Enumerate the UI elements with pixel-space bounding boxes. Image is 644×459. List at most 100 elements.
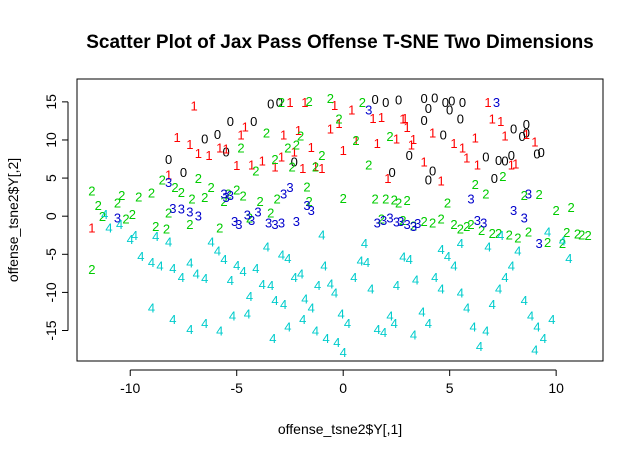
data-point-2: 2 [584, 228, 591, 243]
y-tick-label: -5 [43, 248, 59, 261]
data-point-4: 4 [169, 312, 176, 327]
data-point-1: 1 [259, 154, 266, 169]
data-point-3: 3 [186, 205, 193, 220]
data-point-4: 4 [497, 228, 504, 243]
data-point-4: 4 [431, 270, 438, 285]
data-point-3: 3 [374, 215, 381, 230]
data-point-3: 3 [308, 203, 315, 218]
data-point-0: 0 [429, 163, 436, 178]
data-point-3: 3 [195, 208, 202, 223]
data-point-2: 2 [429, 215, 436, 230]
data-point-4: 4 [201, 316, 208, 331]
data-point-0: 0 [501, 154, 508, 169]
data-point-2: 2 [165, 205, 172, 220]
data-point-0: 0 [276, 95, 283, 110]
data-point-4: 4 [425, 316, 432, 331]
data-point-2: 2 [312, 160, 319, 175]
data-point-3: 3 [280, 186, 287, 201]
data-point-3: 3 [165, 175, 172, 190]
data-point-1: 1 [501, 128, 508, 143]
data-point-2: 2 [135, 189, 142, 204]
data-point-4: 4 [489, 297, 496, 312]
data-point-2: 2 [278, 95, 285, 110]
data-point-3: 3 [271, 217, 278, 232]
data-point-0: 0 [425, 101, 432, 116]
data-point-3: 3 [397, 214, 404, 229]
data-point-2: 2 [201, 190, 208, 205]
data-point-1: 1 [286, 95, 293, 110]
data-point-3: 3 [535, 236, 542, 251]
data-point-2: 2 [148, 186, 155, 201]
data-point-0: 0 [523, 125, 530, 140]
data-point-2: 2 [293, 138, 300, 153]
data-point-4: 4 [156, 259, 163, 274]
data-point-4: 4 [312, 324, 319, 339]
data-point-3: 3 [286, 180, 293, 195]
data-point-1: 1 [348, 102, 355, 117]
data-point-1: 1 [248, 157, 255, 172]
data-point-1: 1 [403, 120, 410, 135]
data-point-2: 2 [306, 94, 313, 109]
data-point-2: 2 [178, 185, 185, 200]
data-point-1: 1 [374, 136, 381, 151]
data-point-2: 2 [335, 112, 342, 127]
data-point-4: 4 [131, 228, 138, 243]
data-point-3: 3 [248, 213, 255, 228]
data-point-0: 0 [442, 95, 449, 110]
data-point-3: 3 [169, 201, 176, 216]
data-point-1: 1 [438, 173, 445, 188]
data-point-4: 4 [418, 304, 425, 319]
data-point-1: 1 [173, 130, 180, 145]
data-point-3: 3 [493, 95, 500, 110]
data-point-4: 4 [252, 261, 259, 276]
data-point-4: 4 [391, 316, 398, 331]
data-point-3: 3 [222, 190, 229, 205]
data-point-0: 0 [291, 154, 298, 169]
data-point-2: 2 [271, 152, 278, 167]
data-point-2: 2 [463, 219, 470, 234]
data-point-1: 1 [237, 128, 244, 143]
data-point-4: 4 [229, 308, 236, 323]
data-point-0: 0 [382, 95, 389, 110]
data-point-0: 0 [510, 122, 517, 137]
data-point-0: 0 [491, 171, 498, 186]
data-point-3: 3 [178, 202, 185, 217]
data-point-4: 4 [340, 345, 347, 360]
data-point-1: 1 [291, 144, 298, 159]
data-point-4: 4 [186, 322, 193, 337]
data-point-1: 1 [472, 131, 479, 146]
data-point-2: 2 [457, 221, 464, 236]
data-point-1: 1 [186, 137, 193, 152]
data-point-1: 1 [242, 119, 249, 134]
data-point-1: 1 [484, 95, 491, 110]
data-point-0: 0 [482, 150, 489, 165]
data-point-2: 2 [450, 217, 457, 232]
data-point-4: 4 [559, 234, 566, 249]
data-point-4: 4 [216, 324, 223, 339]
data-point-2: 2 [403, 193, 410, 208]
data-point-4: 4 [233, 258, 240, 273]
data-point-4: 4 [193, 266, 200, 281]
data-point-0: 0 [518, 129, 525, 144]
data-point-3: 3 [244, 208, 251, 223]
data-point-4: 4 [438, 242, 445, 257]
data-point-2: 2 [237, 141, 244, 156]
data-point-4: 4 [393, 278, 400, 293]
data-point-4: 4 [450, 259, 457, 274]
data-point-1: 1 [278, 150, 285, 165]
data-point-1: 1 [378, 110, 385, 125]
data-point-2: 2 [129, 207, 136, 222]
data-point-2: 2 [535, 187, 542, 202]
data-point-4: 4 [495, 282, 502, 297]
data-point-4: 4 [105, 221, 112, 236]
data-point-4: 4 [484, 240, 491, 255]
data-point-0: 0 [533, 147, 540, 162]
data-point-2: 2 [365, 157, 372, 172]
chart-title: Scatter Plot of Jax Pass Offense T-SNE T… [86, 32, 594, 53]
data-point-1: 1 [352, 133, 359, 148]
data-point-2: 2 [391, 192, 398, 207]
data-point-2: 2 [246, 211, 253, 226]
data-point-0: 0 [457, 112, 464, 127]
data-point-4: 4 [501, 270, 508, 285]
data-point-1: 1 [295, 123, 302, 138]
